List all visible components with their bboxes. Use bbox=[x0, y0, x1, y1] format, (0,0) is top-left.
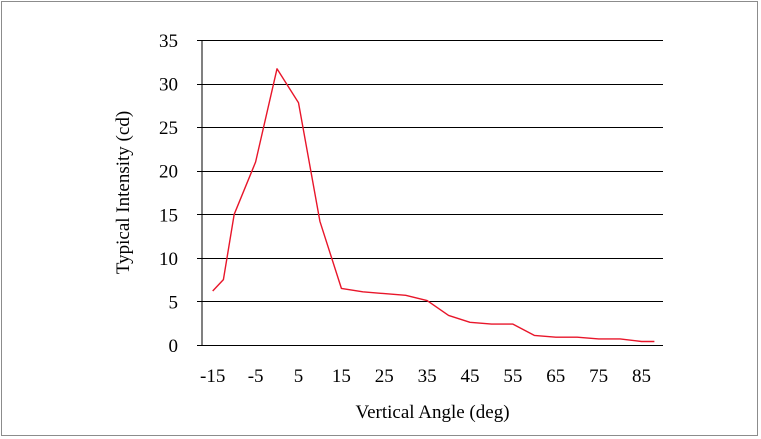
x-tick-label: 5 bbox=[294, 366, 304, 387]
y-axis-title: Typical Intensity (cd) bbox=[113, 111, 134, 274]
y-tick-label: 0 bbox=[169, 336, 179, 357]
x-tick-label: 55 bbox=[503, 366, 522, 387]
y-tick-label: 30 bbox=[159, 75, 178, 96]
x-tick-label: 85 bbox=[632, 366, 651, 387]
x-tick-label: 45 bbox=[461, 366, 480, 387]
x-tick-label: 35 bbox=[418, 366, 437, 387]
y-tick-labels: 0 5 10 15 20 25 30 35 bbox=[159, 31, 178, 357]
y-tick-label: 15 bbox=[159, 205, 178, 226]
x-tick-label: -15 bbox=[200, 366, 225, 387]
y-tick-label: 5 bbox=[169, 292, 179, 313]
gridlines bbox=[197, 40, 663, 346]
y-tick-label: 35 bbox=[159, 31, 178, 52]
series-lines bbox=[212, 68, 655, 343]
x-axis-title: Vertical Angle (deg) bbox=[355, 402, 509, 423]
series-line bbox=[212, 68, 655, 343]
y-tick-label: 25 bbox=[159, 118, 178, 139]
x-tick-label: 65 bbox=[546, 366, 565, 387]
x-tick-labels: -15 -5 5 15 25 35 45 55 65 75 85 bbox=[200, 366, 651, 387]
y-tick-label: 20 bbox=[159, 162, 178, 183]
y-tick-label: 10 bbox=[159, 249, 178, 270]
x-tick-label: -5 bbox=[248, 366, 264, 387]
x-tick-label: 25 bbox=[375, 366, 394, 387]
x-tick-label: 75 bbox=[589, 366, 608, 387]
x-tick-label: 15 bbox=[332, 366, 351, 387]
